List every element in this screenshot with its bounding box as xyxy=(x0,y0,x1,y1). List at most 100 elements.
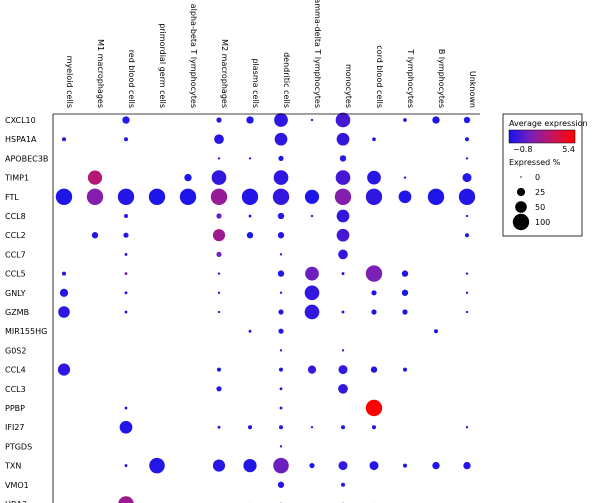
dot-ccl2-unknown xyxy=(464,233,470,238)
dot-gzmb-gamma-delta-t-lymphocytes xyxy=(304,304,320,320)
x-tick-label-cord-blood-cells: cord blood cells xyxy=(375,45,384,108)
dot-txn-t-lymphocytes xyxy=(402,463,408,468)
dot-ifi27-plasma-cells xyxy=(247,425,253,430)
x-tick-label-dendritic-cells: dendritic cells xyxy=(282,52,291,108)
dot-ftl-dendritic-cells xyxy=(272,188,290,205)
x-tick-label-b-lymphocytes: B lymphocytes xyxy=(437,49,446,108)
dot-ftl-unknown xyxy=(458,188,476,205)
dot-ccl3-monocytes xyxy=(338,383,348,394)
dot-ftl-b-lymphocytes xyxy=(427,188,445,205)
dot-gzmb-m2-macrophages xyxy=(217,310,221,314)
dot-ccl4-cord-blood-cells xyxy=(370,366,378,373)
dot-ftl-monocytes xyxy=(334,188,352,205)
x-tick-label-m2-macrophages: M2 macrophages xyxy=(220,39,229,108)
dot-ccl2-red-blood-cells xyxy=(123,232,129,238)
dot-apobec3b-plasma-cells xyxy=(248,157,252,160)
dot-gnly-dendritic-cells xyxy=(279,291,283,294)
dot-ppbp-red-blood-cells xyxy=(124,406,128,410)
dot-timp1-dendritic-cells xyxy=(273,170,289,185)
dot-apobec3b-monocytes xyxy=(339,155,347,162)
size-legend-dot-0 xyxy=(520,176,522,178)
dot-ifi27-red-blood-cells xyxy=(119,420,133,434)
dot-txn-m2-macrophages xyxy=(212,459,226,472)
x-tick-label-m1-macrophages: M1 macrophages xyxy=(96,39,105,108)
x-tick-label-plasma-cells: plasma cells xyxy=(251,58,260,108)
dot-hspa1a-m2-macrophages xyxy=(214,134,224,145)
dot-ccl2-plasma-cells xyxy=(246,232,254,239)
dot-ptgds-dendritic-cells xyxy=(279,445,283,448)
dot-cxcl10-monocytes xyxy=(335,112,351,128)
dot-ccl8-dendritic-cells xyxy=(277,212,285,220)
dot-cxcl10-m2-macrophages xyxy=(216,117,222,123)
dot-gnly-myeloid-cells xyxy=(59,288,69,297)
dot-ifi27-gamma-delta-t-lymphocytes xyxy=(310,426,314,429)
dot-g0s2-monocytes xyxy=(341,349,345,352)
y-tick-label-timp1: TIMP1 xyxy=(4,174,29,183)
y-tick-label-ccl5: CCL5 xyxy=(5,270,26,279)
dot-hspa1a-unknown xyxy=(464,137,470,142)
dot-ftl-red-blood-cells xyxy=(117,188,135,205)
dot-ccl4-t-lymphocytes xyxy=(402,367,408,372)
x-tick-label-myeloid-cells: myeloid cells xyxy=(65,56,74,108)
dot-ccl5-red-blood-cells xyxy=(124,272,128,276)
dot-ifi27-unknown xyxy=(465,426,469,429)
dot-ccl2-dendritic-cells xyxy=(277,232,285,239)
size-legend-label-50: 50 xyxy=(535,203,545,212)
y-tick-label-apobec3b: APOBEC3B xyxy=(5,154,48,163)
y-tick-labels: CXCL10 HSPA1A APOBEC3B TIMP1 FTL CCL8 CCL2 CCL7… xyxy=(4,116,48,503)
y-tick-label-txn: TXN xyxy=(4,462,21,471)
y-tick-label-g0s2: G0S2 xyxy=(5,346,26,355)
y-tick-label-ptgds: PTGDS xyxy=(5,442,32,451)
dots-layer xyxy=(55,112,476,503)
y-tick-label-ccl4: CCL4 xyxy=(5,366,26,375)
dot-ccl7-dendritic-cells xyxy=(279,253,283,256)
dot-hspa1a-myeloid-cells xyxy=(61,137,67,142)
y-tick-label-ccl7: CCL7 xyxy=(5,250,26,259)
dot-ccl4-myeloid-cells xyxy=(57,363,71,376)
size-legend-label-0: 0 xyxy=(535,173,540,182)
dot-ccl7-red-blood-cells xyxy=(124,252,128,256)
color-scale-max-label: 5.4 xyxy=(562,145,575,154)
dot-txn-gamma-delta-t-lymphocytes xyxy=(309,463,315,469)
y-tick-label-cxcl10: CXCL10 xyxy=(5,116,36,125)
y-tick-label-ppbp: PPBP xyxy=(5,404,25,413)
dot-ccl8-unknown xyxy=(465,214,469,218)
dot-mir155hg-dendritic-cells xyxy=(278,328,284,334)
dot-ccl5-gamma-delta-t-lymphocytes xyxy=(305,266,319,281)
dot-ccl3-m2-macrophages xyxy=(216,386,222,392)
dot-txn-plasma-cells xyxy=(243,458,257,473)
y-tick-label-hba2: HBA2 xyxy=(5,500,27,503)
dot-hspa1a-cord-blood-cells xyxy=(372,137,376,142)
dot-ccl2-m2-macrophages xyxy=(212,229,226,242)
dot-ccl5-unknown xyxy=(465,272,469,275)
color-scale-bar xyxy=(508,129,576,144)
dot-timp1-monocytes xyxy=(335,170,351,185)
dot-ccl8-monocytes xyxy=(336,209,350,223)
dot-ifi27-monocytes xyxy=(340,425,346,430)
dot-txn-red-blood-cells xyxy=(124,464,128,468)
dot-ccl7-monocytes xyxy=(338,249,348,260)
color-scale-min-label: −0.8 xyxy=(513,145,532,154)
dot-cxcl10-b-lymphocytes xyxy=(432,116,440,124)
dot-ftl-cord-blood-cells xyxy=(365,188,383,205)
dot-timp1-cord-blood-cells xyxy=(367,170,381,185)
dot-ccl5-t-lymphocytes xyxy=(401,270,409,277)
y-tick-label-vmo1: VMO1 xyxy=(5,481,29,490)
x-tick-label-unknown: Unknown xyxy=(468,71,477,108)
x-tick-label-alpha-beta-t-lymphocytes: alpha-beta T lymphocytes xyxy=(189,4,198,108)
dot-hspa1a-red-blood-cells xyxy=(123,137,129,142)
dot-ccl7-m2-macrophages xyxy=(216,251,222,257)
dot-hba2-red-blood-cells xyxy=(118,496,134,503)
size-legend-dot-100 xyxy=(512,213,530,231)
dot-ftl-plasma-cells xyxy=(241,188,259,205)
dot-ccl5-m2-macrophages xyxy=(217,272,221,275)
x-tick-label-t-lymphocytes: T lymphocytes xyxy=(406,48,415,108)
dot-g0s2-dendritic-cells xyxy=(279,349,283,352)
dot-hspa1a-dendritic-cells xyxy=(274,132,288,146)
dot-gzmb-unknown xyxy=(465,310,469,314)
dot-ccl5-dendritic-cells xyxy=(277,270,285,277)
dot-gzmb-myeloid-cells xyxy=(58,306,70,318)
y-tick-label-ccl8: CCL8 xyxy=(5,212,26,221)
dot-ccl2-m1-macrophages xyxy=(91,232,99,239)
